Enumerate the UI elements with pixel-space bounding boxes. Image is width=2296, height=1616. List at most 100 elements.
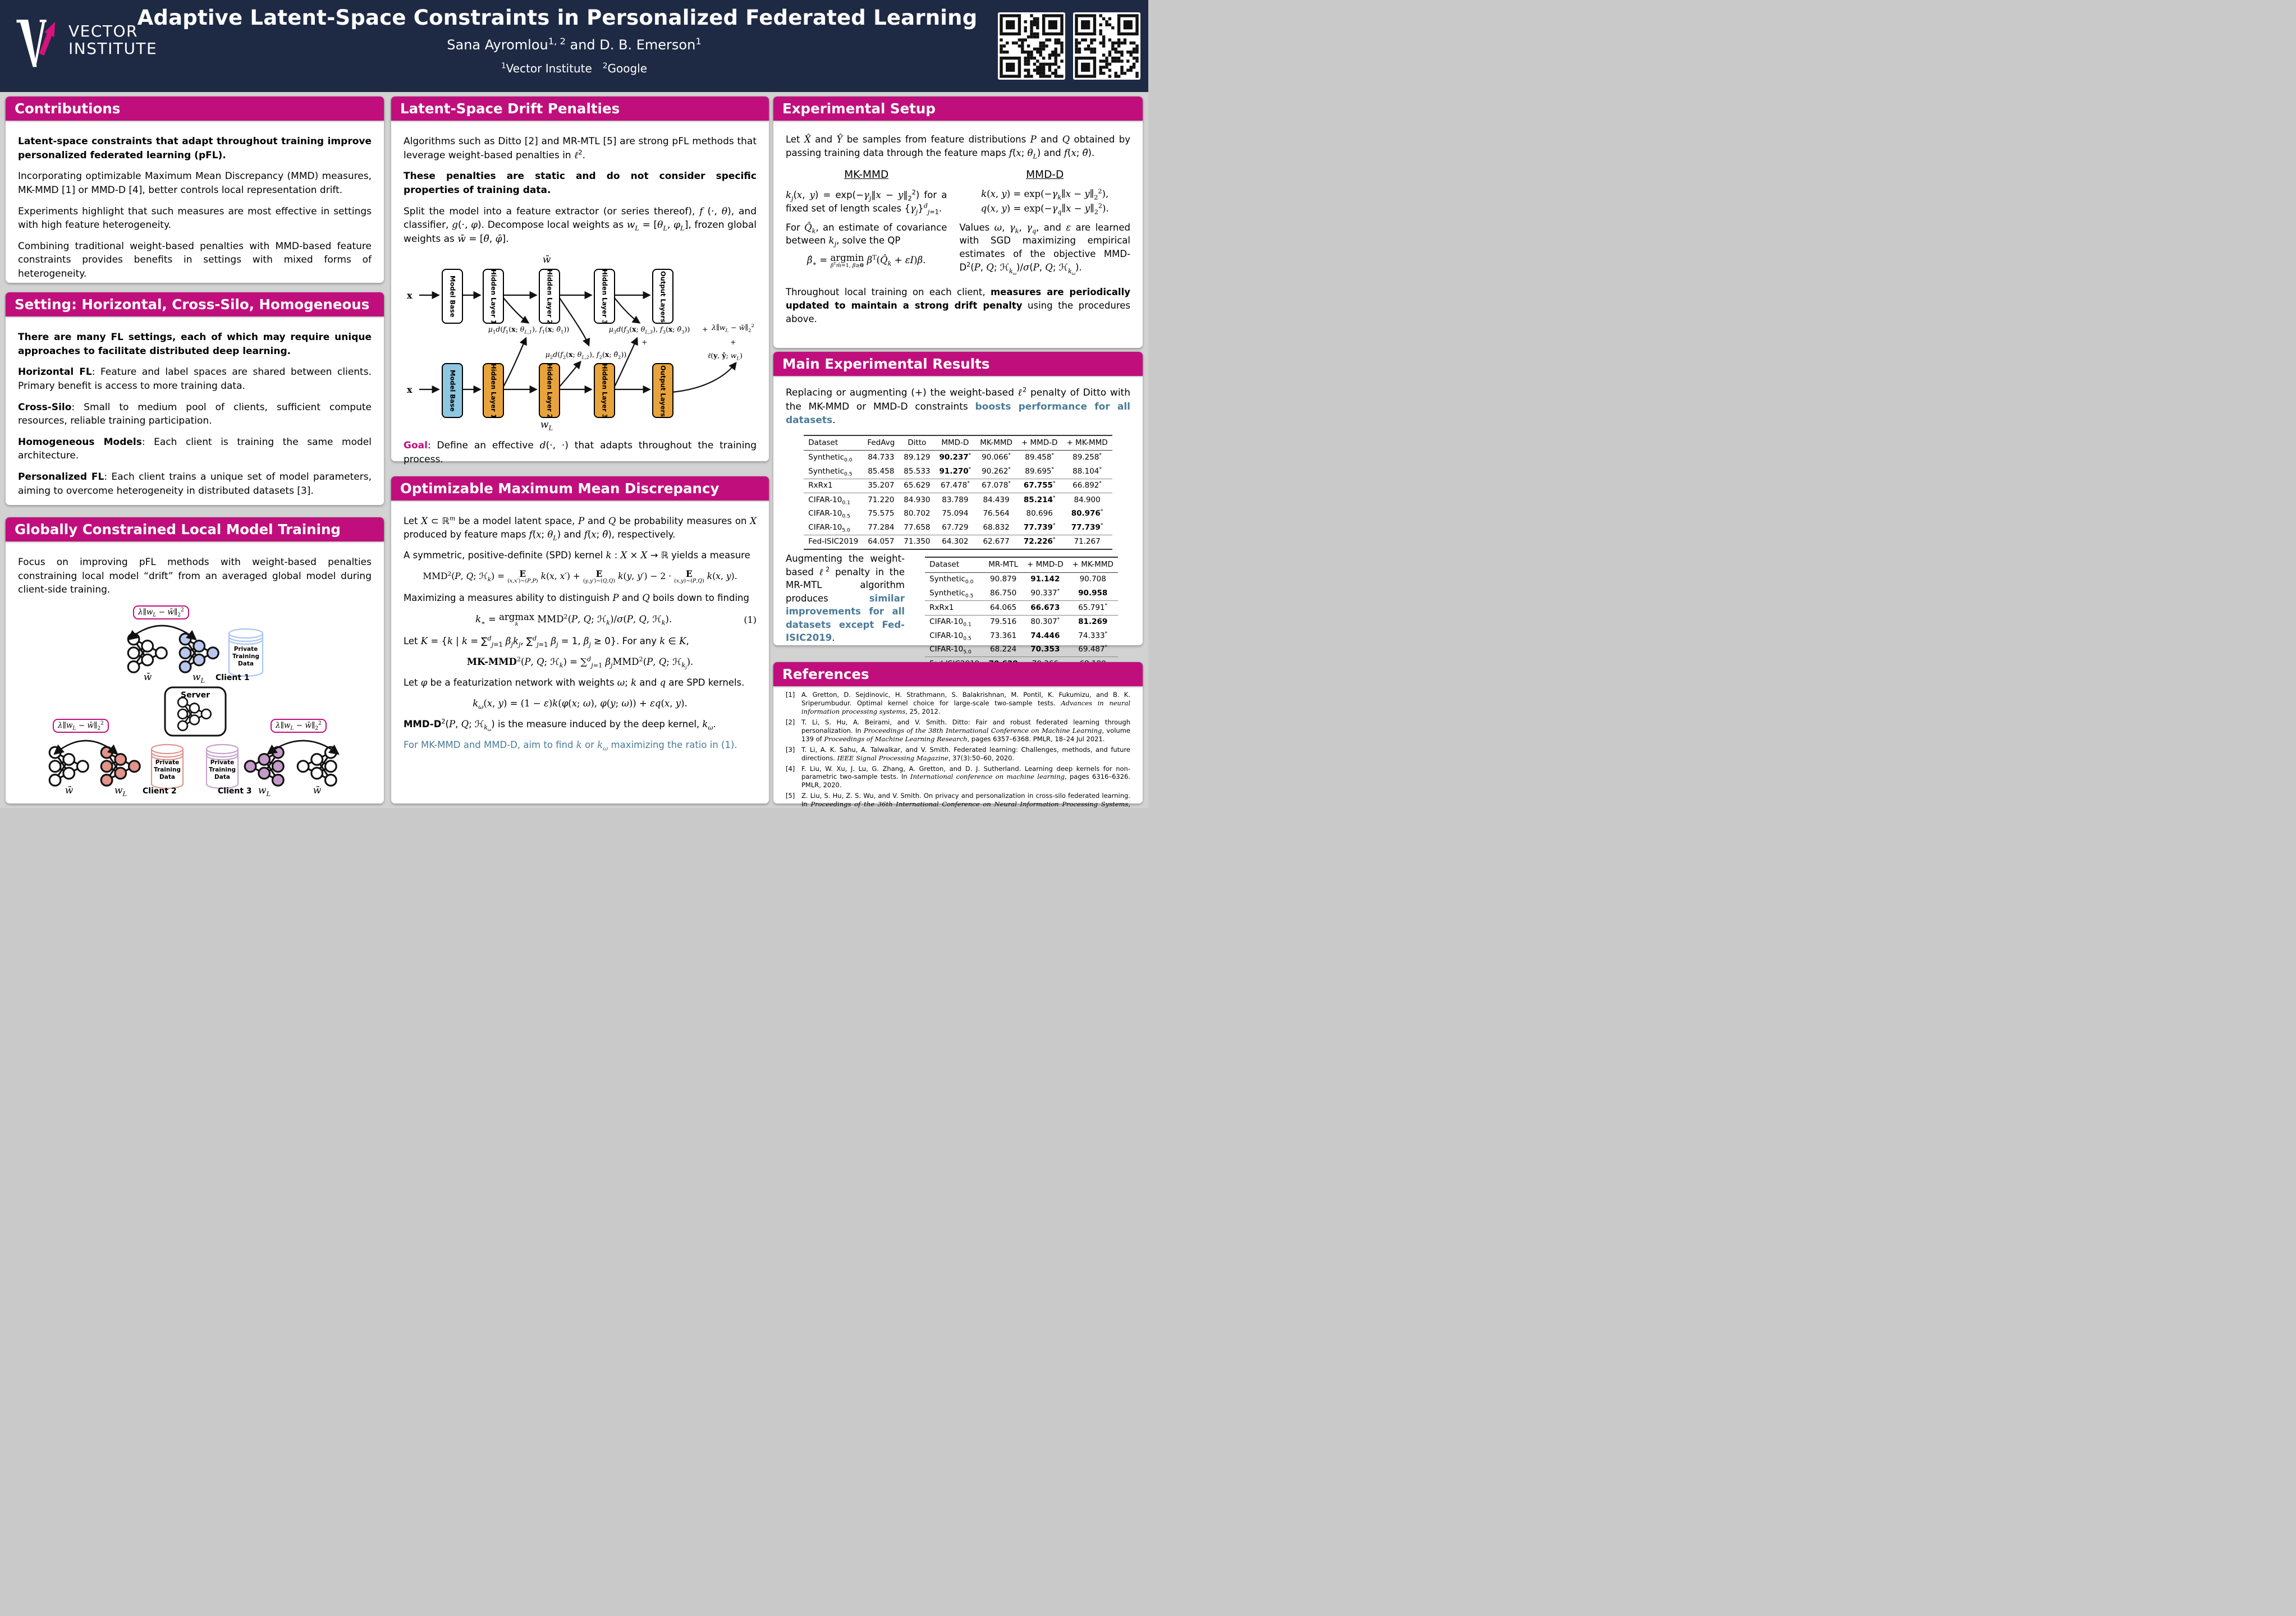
setting-item-text: : Feature and label spaces are shared be… — [18, 366, 372, 392]
metric-value: 91.270* — [939, 466, 971, 476]
metric-value: 67.755* — [1016, 478, 1062, 493]
penalty-term-1: μ1d(f1(x; θL,1), f1(x; θ̄1)) — [488, 325, 570, 336]
deep-kernel-equation: kω(x, y) = (1 − ε)k(φ(x; ω), φ(y; ω)) + … — [473, 697, 688, 711]
qr-code-right — [1073, 12, 1140, 80]
metric-value: 90.262* — [982, 466, 1011, 476]
metric-value: 77.739* — [1023, 522, 1056, 532]
setting-item: Horizontal FL: Feature and label spaces … — [18, 365, 372, 393]
note-line: For MK-MMD and MMD-D, aim to find k or k… — [404, 739, 737, 752]
section-header: References — [773, 662, 1143, 686]
section-references: References [1] A. Gretton, D. Sejdinovic,… — [773, 662, 1143, 808]
paragraph: Experiments highlight that such measures… — [18, 205, 372, 231]
metric-value: 89.258* — [1073, 452, 1102, 462]
metric-value: 76.564 — [983, 509, 1010, 518]
section-body: Let X̂ and Ŷ be samples from feature dis… — [773, 121, 1143, 338]
reference-item: [4] F. Liu, W. Xu, J. Lu, G. Zhang, A. Gr… — [786, 765, 1130, 790]
qr-code-left — [998, 12, 1065, 80]
paragraph: A symmetric, positive-definite (SPD) ker… — [404, 549, 750, 561]
poster-affiliations: 1Vector Institute 2Google — [501, 61, 648, 75]
reference-text: A. Gretton, D. Sejdinovic, H. Strathmann… — [801, 691, 1130, 715]
metric-value: 90.066* — [982, 452, 1011, 462]
section-global-training: Globally Constrained Local Model Trainin… — [6, 517, 384, 804]
paragraph: Algorithms such as Ditto [2] and MR-MTL … — [404, 136, 757, 161]
dataset-label: Fed-ISIC2019 — [804, 534, 863, 550]
poster-title: Adaptive Latent-Space Constraints in Per… — [137, 6, 978, 30]
private-data-label: Private Training Data — [154, 759, 181, 781]
section-body: [1] A. Gretton, D. Sejdinovic, H. Strathm… — [773, 686, 1143, 808]
output-layers-box-local: Output Layers — [652, 363, 673, 419]
paragraph: There are many FL settings, each of whic… — [18, 332, 372, 357]
setting-item-text: : Small to medium pool of clients, suffi… — [18, 401, 372, 427]
dataset-label: Synthetic0.0 — [808, 452, 853, 463]
global-weights-label: w̄ — [542, 254, 551, 266]
hidden-layer3-box-local: Hidden Layer 3 — [594, 363, 615, 419]
table-row: Synthetic0.5 85.458 85.533 91.270* 90.262* 89… — [804, 465, 1112, 479]
kstar-equation-row: k∗ = argmax k MMD2(P, Q; ℋk)/σ(P, Q, ℋk).… — [404, 612, 757, 627]
metric-value: 77.739* — [1071, 522, 1103, 532]
kernel-equation: q(x, y) = exp(−γq∥x − y∥22). — [980, 202, 1109, 215]
box-label: Hidden Layer 2 — [546, 269, 554, 324]
dataset-label: CIFAR-100.1 — [804, 493, 863, 507]
hidden-layer3-box: Hidden Layer 3 — [594, 269, 615, 324]
dataset-label: RxRx1 — [804, 478, 863, 493]
reference-text: F. Liu, W. Xu, J. Lu, G. Zhang, A. Grett… — [801, 764, 1130, 789]
box-label: Hidden Layer 3 — [601, 269, 609, 324]
metric-value: 65.791* — [1067, 600, 1118, 616]
reference-number: [4] — [786, 764, 795, 773]
table-column-header: + MK-MMD — [1067, 557, 1118, 573]
metric-value: 69.487* — [1078, 644, 1108, 654]
metric-value: 84.930 — [899, 493, 935, 507]
figure-canvas — [48, 625, 340, 789]
metric-value: 71.220 — [863, 493, 900, 507]
intro-post: . — [832, 415, 836, 426]
metric-value: 89.129 — [904, 452, 931, 462]
section-header: Experimental Setup — [773, 97, 1143, 121]
plus-sign: + — [730, 338, 736, 347]
table-column-header: Dataset — [804, 434, 863, 451]
hidden-layer1-box: Hidden Layer 1 — [483, 269, 504, 324]
mrmtl-results-row: Augmenting the weight-based ℓ2 penalty i… — [786, 552, 1130, 674]
network-glyph — [296, 746, 337, 787]
hidden-layer1-box-local: Hidden Layer 1 — [483, 363, 504, 419]
reference-number: [3] — [786, 745, 795, 754]
server-label: Server — [180, 690, 210, 700]
network-glyph — [178, 632, 219, 673]
intro-pre: Replacing or augmenting (+) the weight-b… — [786, 385, 1130, 412]
dataset-label: Synthetic0.5 — [808, 466, 853, 478]
setting-item-label: Personalized FL — [18, 471, 104, 483]
paragraph: Values ω, γk, γq, and ε are learned with… — [959, 222, 1130, 276]
input-label: x — [407, 290, 413, 301]
metric-value: 80.307* — [1023, 614, 1068, 630]
paragraph: Let X ⊂ ℝm be a model latent space, P an… — [404, 515, 757, 542]
paragraph: MMD-D2(P, Q; ℋkω) is the measure induced… — [404, 718, 716, 733]
metric-value: 71.350 — [899, 534, 935, 550]
setting-item: Cross-Silo: Small to medium pool of clie… — [18, 401, 372, 428]
kstar-equation: k∗ = argmax k MMD2(P, Q; ℋk)/σ(P, Q, ℋk). — [475, 611, 672, 628]
header-banner: VECTOR INSTITUTE Adaptive Latent-Space C… — [0, 0, 1148, 92]
input-label: x — [407, 384, 413, 396]
network-glyph — [127, 632, 168, 673]
mkmmd-column: MK-MMD kj(x, y) = exp(−γj∥x − y∥22) for … — [786, 166, 947, 280]
box-label: Model Base — [448, 276, 457, 318]
global-weights-label: w̄ — [313, 784, 322, 796]
table-row: CIFAR-100.1 79.516 80.307* 81.269 — [925, 614, 1118, 630]
table-row: Synthetic0.5 86.750 90.337* 90.958 — [925, 587, 1118, 601]
table-row: CIFAR-100.1 71.220 84.930 83.789 84.439 85.21… — [804, 493, 1112, 507]
private-data-label: Private Training Data — [209, 759, 236, 781]
penalty-badge: λ∥wL − w̄∥22 — [133, 605, 189, 620]
section-body: Focus on improving pFL methods with weig… — [6, 541, 384, 808]
augment-paragraph: Augmenting the weight-based ℓ2 penalty i… — [786, 552, 905, 644]
constraint-arrow — [53, 740, 118, 755]
box-label: Output Layers — [659, 365, 667, 417]
loss-term: ℓ(y, ŷ; wL) — [707, 351, 743, 362]
setup-columns: MK-MMD kj(x, y) = exp(−γj∥x − y∥22) for … — [786, 166, 1130, 280]
paragraph: Incorporating optimizable Maximum Mean D… — [18, 171, 372, 196]
table-column-header: FedAvg — [863, 434, 900, 451]
table-row: CIFAR-105.0 77.284 77.658 67.729 68.832 77.73… — [804, 521, 1112, 535]
penalty-term-2: μ2d(f2(x; θL,2), f2(x; θ̄2)) — [545, 350, 627, 361]
mkmmd-equation: MK-MMD2(P, Q; ℋk) = ∑dj=1 βjMMD2(P, Q; ℋ… — [466, 655, 694, 671]
model-base-box: Model Base — [442, 269, 463, 324]
box-label: Hidden Layer 2 — [546, 363, 554, 419]
metric-value: 90.708 — [1079, 575, 1106, 584]
table-row: RxRx1 64.065 66.673 65.791* — [925, 600, 1118, 616]
